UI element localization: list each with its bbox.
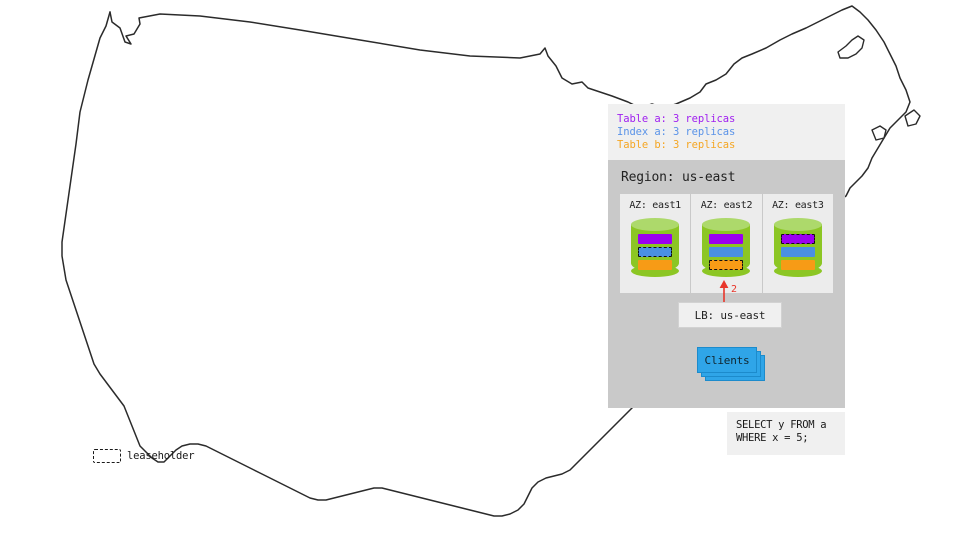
replica-legend-item-table-b: Table b: 3 replicas — [617, 139, 736, 151]
replica-stripe-index-a — [780, 247, 815, 257]
database-cylinder-east1 — [631, 218, 680, 277]
cylinder-top — [702, 218, 751, 231]
replica-stripe-table-b — [780, 260, 815, 270]
az-label-east3: AZ: east3 — [772, 200, 824, 211]
replica-stripe-table-a — [780, 234, 815, 244]
leaseholder-swatch-icon — [93, 449, 121, 463]
replica-stripe-table-a — [709, 234, 744, 244]
az-cell-east3[interactable]: AZ: east3 — [761, 194, 833, 293]
replica-stripe-table-b — [638, 260, 673, 270]
replica-stripe-index-a — [709, 247, 744, 257]
az-cell-east2[interactable]: AZ: east2 — [690, 194, 761, 293]
az-row: AZ: east1 AZ: east2 — [620, 194, 833, 293]
replica-legend-panel: Table a: 3 replicas Index a: 3 replicas … — [608, 104, 845, 160]
replica-stripe-table-a — [638, 234, 673, 244]
replica-stripes-east3 — [780, 234, 815, 273]
request-arrow-up-icon — [714, 278, 754, 306]
clients-card-front[interactable]: Clients — [697, 347, 757, 373]
leaseholder-legend: leaseholder — [93, 449, 195, 463]
replica-legend-item-table-a: Table a: 3 replicas — [617, 113, 736, 125]
replica-stripes-east2 — [709, 234, 744, 273]
database-cylinder-east2 — [702, 218, 751, 277]
cylinder-top — [773, 218, 822, 231]
region-panel-us-east: Region: us-east AZ: east1 AZ: east2 — [608, 160, 845, 408]
sql-line-2: WHERE x = 5; — [736, 432, 809, 444]
request-hop-count: 2 — [731, 284, 738, 295]
region-title: Region: us-east — [621, 170, 736, 185]
replica-stripes-east1 — [638, 234, 673, 273]
database-cylinder-east3 — [773, 218, 822, 277]
clients-stack[interactable]: Clients — [697, 347, 767, 381]
replica-stripe-table-b — [709, 260, 744, 270]
az-cell-east1[interactable]: AZ: east1 — [620, 194, 690, 293]
leaseholder-legend-label: leaseholder — [127, 450, 195, 462]
replica-stripe-index-a — [638, 247, 673, 257]
sql-line-1: SELECT y FROM a — [736, 419, 827, 431]
load-balancer-box[interactable]: LB: us-east — [678, 302, 782, 328]
az-label-east2: AZ: east2 — [700, 200, 753, 211]
cylinder-top — [631, 218, 680, 231]
sql-query-box: SELECT y FROM a WHERE x = 5; — [727, 412, 845, 455]
az-label-east1: AZ: east1 — [629, 200, 681, 211]
replica-legend-item-index-a: Index a: 3 replicas — [617, 126, 736, 138]
